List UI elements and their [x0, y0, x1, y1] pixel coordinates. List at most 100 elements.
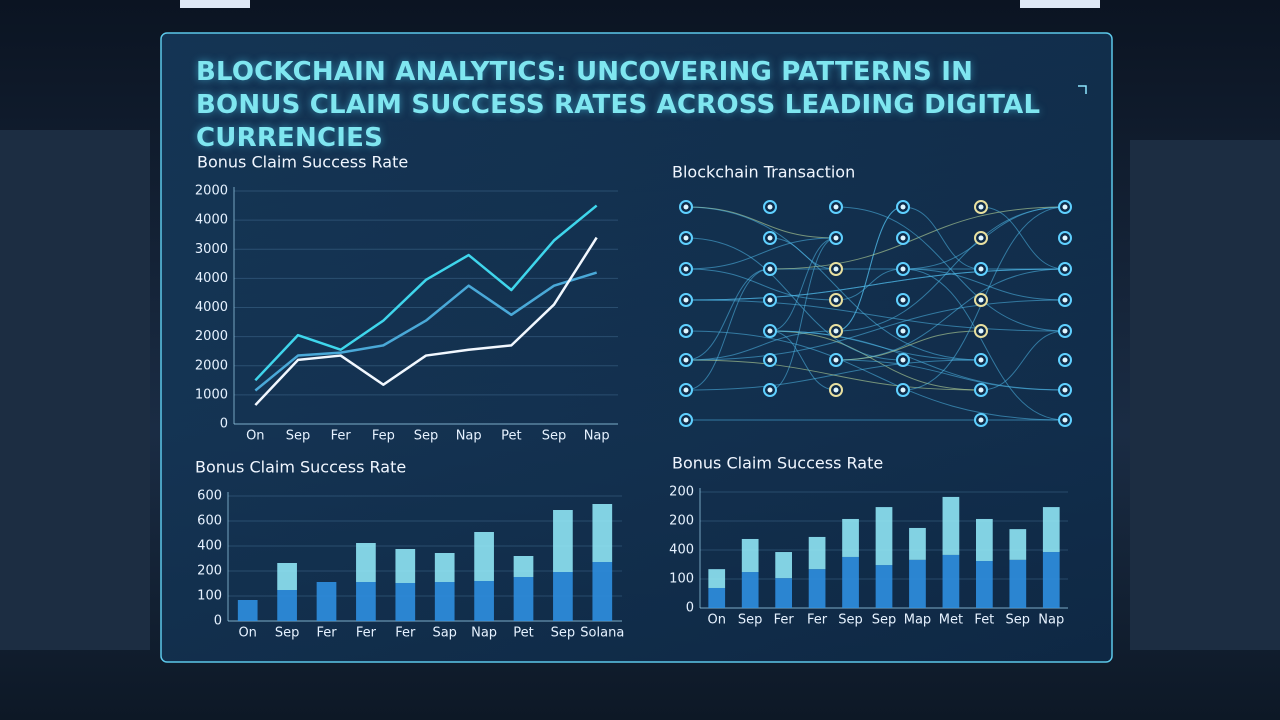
bar-segment	[708, 587, 726, 608]
bar-segment	[708, 569, 726, 588]
network-node-core	[900, 387, 906, 393]
bar-segment	[1009, 559, 1027, 608]
line-series	[254, 271, 598, 392]
network-node-core	[833, 204, 839, 210]
server-rack	[0, 130, 150, 650]
network-node-core	[900, 328, 906, 334]
network-node-core	[1062, 235, 1068, 241]
network-node-core	[683, 357, 689, 363]
bar-segment	[976, 561, 993, 608]
bar-segment	[875, 507, 893, 566]
network-node-core	[767, 204, 773, 210]
network-node-core	[683, 204, 689, 210]
bar-segment	[513, 556, 534, 577]
network-link	[835, 330, 982, 361]
network-link	[902, 206, 982, 270]
network-node-core	[1062, 417, 1068, 423]
y-tick-label: 600	[197, 489, 222, 504]
bar-segment	[592, 504, 613, 562]
network-node-core	[767, 266, 773, 272]
bar-segment	[356, 543, 376, 582]
chart-title: Bonus Claim Success Rate	[195, 458, 406, 477]
y-tick-label: 2000	[195, 329, 228, 344]
y-tick-label: 4000	[195, 271, 228, 286]
y-tick-label: 200	[669, 485, 694, 500]
x-tick-label: Sep	[738, 613, 763, 628]
bar-segment	[808, 569, 826, 608]
network-node-core	[978, 204, 984, 210]
y-tick-label: 400	[669, 543, 694, 558]
network-link	[835, 206, 1066, 332]
y-tick-label: 0	[220, 417, 228, 432]
network-link	[769, 206, 1066, 270]
network-node-core	[900, 266, 906, 272]
ceiling-light	[1020, 0, 1100, 8]
network-link	[685, 299, 1066, 361]
network-link	[685, 359, 982, 391]
x-tick-label: On	[246, 429, 264, 444]
bar-segment	[1009, 529, 1027, 560]
bar-segment	[741, 572, 759, 608]
bar-segment	[842, 556, 859, 608]
x-tick-label: Pet	[513, 626, 533, 641]
bar-segment	[976, 518, 993, 562]
network-node-core	[1062, 357, 1068, 363]
y-tick-label: 0	[686, 601, 694, 616]
network-node-core	[833, 297, 839, 303]
bar-segment	[395, 583, 416, 621]
bar-segment	[775, 578, 792, 608]
x-tick-label: Fer	[774, 613, 795, 628]
bar-segment	[942, 496, 960, 555]
x-tick-label: Fep	[372, 429, 395, 444]
network-node-core	[978, 417, 984, 423]
x-tick-label: Nap	[1038, 613, 1064, 628]
server-rack	[1130, 140, 1280, 650]
network-node-core	[833, 328, 839, 334]
x-tick-label: On	[238, 626, 256, 641]
x-tick-label: Fer	[356, 626, 377, 641]
network-link	[835, 206, 904, 332]
network-node-core	[683, 328, 689, 334]
network-node-core	[683, 417, 689, 423]
page-title: BLOCKCHAIN ANALYTICS: UNCOVERING PATTERN…	[196, 57, 1041, 153]
network-node-core	[900, 204, 906, 210]
network-link	[685, 268, 771, 361]
y-tick-label: 1000	[195, 387, 228, 402]
y-tick-label: 2000	[195, 358, 228, 373]
x-tick-label: Met	[939, 613, 963, 628]
x-tick-label: Fer	[807, 613, 828, 628]
network-node-core	[978, 328, 984, 334]
network-node-core	[978, 387, 984, 393]
x-tick-label: Sep	[286, 429, 311, 444]
bar-segment	[474, 581, 494, 621]
network-node-core	[1062, 266, 1068, 272]
x-tick-label: Solana	[580, 626, 624, 641]
network-node-core	[900, 235, 906, 241]
network-node-core	[978, 297, 984, 303]
network-link	[685, 268, 837, 301]
network-node-core	[1062, 328, 1068, 334]
y-tick-label: 100	[197, 589, 222, 604]
bar-segment	[842, 518, 859, 557]
bar-segment	[434, 582, 455, 621]
y-tick-label: 600	[197, 514, 222, 529]
x-tick-label: Fet	[974, 613, 994, 628]
network-link	[980, 330, 1066, 391]
bar-segment	[909, 527, 926, 560]
network-node-core	[833, 266, 839, 272]
line-series	[254, 236, 598, 406]
network-node-core	[767, 235, 773, 241]
x-tick-label: Nap	[471, 626, 497, 641]
network-node-core	[767, 357, 773, 363]
x-tick-label: Sep	[542, 429, 567, 444]
bar-segment	[909, 559, 926, 608]
network-link	[769, 330, 837, 391]
ceiling-light	[180, 0, 250, 8]
network-node-core	[900, 357, 906, 363]
network-node-core	[833, 357, 839, 363]
network-node-core	[833, 387, 839, 393]
bar-segment	[942, 554, 960, 608]
network-link	[769, 330, 982, 391]
network-link	[980, 206, 1066, 270]
